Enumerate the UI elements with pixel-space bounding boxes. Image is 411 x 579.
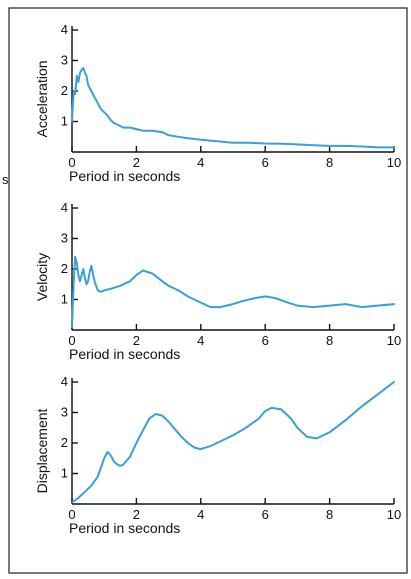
x-tick-label: 10 (387, 507, 401, 522)
x-tick-label: 0 (68, 507, 75, 522)
x-tick-label: 4 (197, 507, 204, 522)
series-line (71, 67, 395, 149)
y-tick-label: 2 (61, 83, 68, 98)
series-line (71, 381, 395, 504)
y-tick-label: 1 (61, 114, 68, 129)
series-line (71, 255, 395, 328)
side-mark: s (2, 172, 9, 187)
y-tick-label: 4 (61, 22, 68, 37)
y-tick-label: 3 (61, 53, 68, 68)
x-tick-label: 8 (326, 507, 333, 522)
x-tick-label: 10 (387, 155, 401, 170)
x-tick-label: 6 (262, 155, 269, 170)
y-tick-label: 4 (61, 374, 68, 389)
x-tick-label: 2 (133, 507, 140, 522)
y-tick-label: 1 (61, 292, 68, 307)
y-tick-label: 1 (61, 466, 68, 481)
y-axis-label: Velocity (34, 253, 50, 301)
x-tick-label: 2 (133, 155, 140, 170)
x-tick-label: 8 (326, 333, 333, 348)
x-tick-label: 4 (197, 333, 204, 348)
x-tick-label: 2 (133, 333, 140, 348)
x-axis-label: Period in seconds (69, 168, 180, 184)
x-tick-label: 10 (387, 333, 401, 348)
y-tick-label: 2 (61, 435, 68, 450)
x-tick-label: 8 (326, 155, 333, 170)
y-tick-label: 2 (61, 261, 68, 276)
y-tick-label: 4 (61, 200, 68, 215)
y-axis-label: Acceleration (34, 60, 50, 137)
x-axis-label: Period in seconds (69, 520, 180, 536)
x-tick-label: 0 (68, 333, 75, 348)
y-axis-label: Displacement (34, 408, 50, 493)
x-tick-label: 4 (197, 155, 204, 170)
x-axis-label: Period in seconds (69, 346, 180, 362)
figure-frame (8, 7, 408, 574)
y-tick-label: 3 (61, 231, 68, 246)
x-tick-label: 0 (68, 155, 75, 170)
y-tick-label: 3 (61, 405, 68, 420)
x-tick-label: 6 (262, 333, 269, 348)
x-tick-label: 6 (262, 507, 269, 522)
